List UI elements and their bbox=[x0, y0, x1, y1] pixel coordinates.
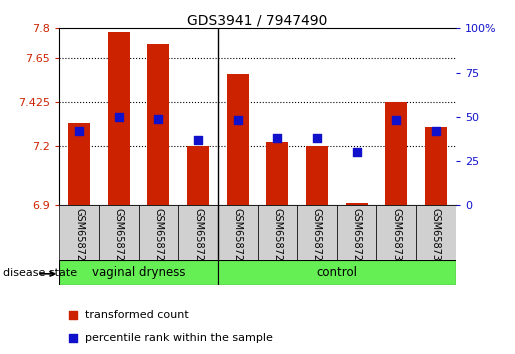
Bar bbox=[425, 127, 447, 205]
Bar bbox=[346, 203, 368, 205]
Point bbox=[154, 116, 162, 121]
Bar bbox=[227, 74, 249, 205]
Point bbox=[273, 135, 281, 141]
Point bbox=[233, 118, 242, 123]
Point bbox=[69, 312, 77, 318]
Title: GDS3941 / 7947490: GDS3941 / 7947490 bbox=[187, 13, 328, 27]
Point bbox=[392, 118, 401, 123]
Text: GSM658727: GSM658727 bbox=[153, 208, 163, 267]
Bar bbox=[385, 102, 407, 205]
Bar bbox=[187, 146, 209, 205]
Bar bbox=[68, 123, 90, 205]
Point bbox=[114, 114, 123, 120]
Bar bbox=[59, 205, 99, 260]
Point bbox=[75, 128, 83, 134]
Bar bbox=[266, 142, 288, 205]
Text: transformed count: transformed count bbox=[85, 310, 189, 320]
Bar bbox=[108, 32, 130, 205]
Bar bbox=[139, 205, 178, 260]
Text: GSM658730: GSM658730 bbox=[391, 208, 401, 267]
Text: GSM658722: GSM658722 bbox=[74, 208, 84, 267]
Point bbox=[432, 128, 440, 134]
Text: GSM658726: GSM658726 bbox=[312, 208, 322, 267]
Point bbox=[194, 137, 202, 143]
Bar bbox=[337, 205, 376, 260]
Bar bbox=[258, 205, 297, 260]
Text: disease state: disease state bbox=[3, 268, 77, 278]
Bar bbox=[147, 44, 169, 205]
Bar bbox=[416, 205, 456, 260]
Text: GSM658729: GSM658729 bbox=[352, 208, 362, 267]
Bar bbox=[59, 260, 218, 285]
Text: control: control bbox=[316, 266, 357, 279]
Text: GSM658725: GSM658725 bbox=[272, 208, 282, 267]
Text: GSM658724: GSM658724 bbox=[233, 208, 243, 267]
Text: percentile rank within the sample: percentile rank within the sample bbox=[85, 333, 273, 343]
Bar bbox=[376, 205, 416, 260]
Text: GSM658723: GSM658723 bbox=[114, 208, 124, 267]
Point bbox=[313, 135, 321, 141]
Bar bbox=[218, 205, 258, 260]
Bar bbox=[306, 146, 328, 205]
Text: GSM658731: GSM658731 bbox=[431, 208, 441, 267]
Text: GSM658728: GSM658728 bbox=[193, 208, 203, 267]
Point bbox=[69, 335, 77, 341]
Bar bbox=[297, 205, 337, 260]
Point bbox=[352, 149, 360, 155]
Bar bbox=[99, 205, 139, 260]
Bar bbox=[178, 205, 218, 260]
Text: vaginal dryness: vaginal dryness bbox=[92, 266, 185, 279]
Bar bbox=[218, 260, 456, 285]
